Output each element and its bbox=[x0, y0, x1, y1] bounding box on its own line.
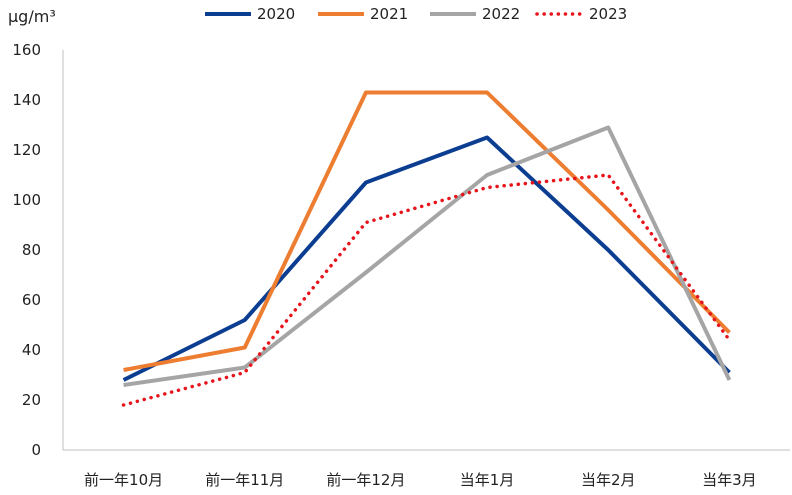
x-tick-label: 前一年10月 bbox=[84, 471, 163, 489]
data-point-2023 bbox=[606, 173, 610, 177]
data-point-2021 bbox=[243, 346, 247, 350]
legend-label-2021: 2021 bbox=[370, 5, 408, 23]
data-point-2020 bbox=[606, 248, 610, 252]
data-point-2023 bbox=[727, 338, 731, 342]
data-point-2023 bbox=[485, 186, 489, 190]
data-point-2023 bbox=[364, 221, 368, 225]
y-unit-label: μg/m³ bbox=[8, 7, 56, 26]
data-point-2022 bbox=[364, 271, 368, 275]
data-point-2020 bbox=[122, 378, 126, 382]
y-tick-label: 80 bbox=[22, 241, 41, 259]
axes: 0 20 40 60 80 100 120 140 160 前一年10月 前一年11月 前一年12月 当… bbox=[12, 41, 790, 489]
data-point-2021 bbox=[606, 208, 610, 212]
y-tick-label: 40 bbox=[22, 341, 41, 359]
data-point-2021 bbox=[485, 91, 489, 95]
x-tick-label: 前一年11月 bbox=[205, 471, 284, 489]
x-tick-label: 当年2月 bbox=[581, 471, 636, 489]
y-tick-label: 160 bbox=[12, 41, 41, 59]
y-tick-label: 20 bbox=[22, 391, 41, 409]
data-point-2023 bbox=[122, 403, 126, 407]
legend-label-2020: 2020 bbox=[257, 5, 295, 23]
data-point-2020 bbox=[364, 181, 368, 185]
data-point-2022 bbox=[485, 173, 489, 177]
y-tick-label: 120 bbox=[12, 141, 41, 159]
data-point-2020 bbox=[243, 318, 247, 322]
legend: 2020 2021 2022 2023 bbox=[205, 5, 627, 23]
series-group bbox=[121, 90, 732, 407]
legend-label-2022: 2022 bbox=[482, 5, 520, 23]
series-line-2020 bbox=[122, 135, 731, 382]
y-tick-label: 0 bbox=[31, 441, 41, 459]
data-point-2021 bbox=[122, 368, 126, 372]
x-tick-label: 当年1月 bbox=[460, 471, 515, 489]
y-tick-label: 100 bbox=[12, 191, 41, 209]
data-point-2022 bbox=[122, 383, 126, 387]
y-tick-label: 60 bbox=[22, 291, 41, 309]
x-tick-label: 前一年12月 bbox=[326, 471, 405, 489]
data-point-2021 bbox=[364, 91, 368, 95]
data-point-2023 bbox=[243, 371, 247, 375]
legend-label-2023: 2023 bbox=[589, 5, 627, 23]
y-tick-label: 140 bbox=[12, 91, 41, 109]
series-line-2022 bbox=[123, 125, 732, 387]
data-point-2022 bbox=[606, 126, 610, 130]
data-point-2020 bbox=[485, 136, 489, 140]
series-line-2021 bbox=[123, 90, 731, 372]
x-tick-label: 当年3月 bbox=[702, 471, 757, 489]
data-point-2022 bbox=[727, 378, 731, 382]
data-point-2021 bbox=[727, 331, 731, 335]
